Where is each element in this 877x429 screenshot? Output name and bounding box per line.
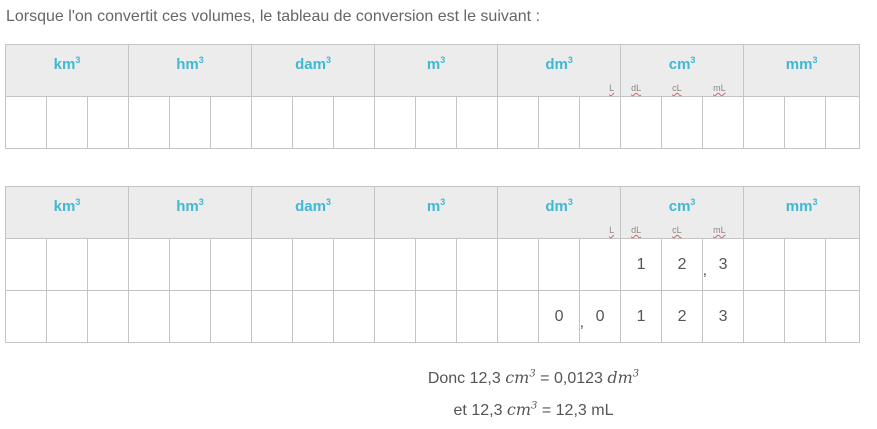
subunit-dl: dL	[631, 83, 642, 93]
result-line-1: Donc 12,3 cm3 = 0,0123 dm3	[427, 368, 640, 387]
unit-header-dam: dam3	[251, 186, 376, 239]
digit-cell: 2,	[661, 238, 707, 291]
unit-header-dm: dm3 L	[497, 44, 622, 97]
subunit-l: L	[609, 83, 615, 93]
digit-cell: 2	[661, 290, 704, 343]
conversion-table-empty: km3 hm3 dam3 m3 dm3 L cm3 dL cL mL mm3	[4, 44, 861, 149]
digit-cell: 0	[579, 290, 622, 343]
table-row: 0, 0 1 2 3	[5, 290, 861, 343]
table-row: 1 2, 3	[5, 238, 861, 291]
intro-text: Lorsque l'on convertit ces volumes, le t…	[6, 8, 541, 25]
table-row	[5, 96, 861, 149]
subunit-cl: cL	[672, 83, 682, 93]
unit-header-mm: mm3	[743, 44, 861, 97]
unit-header-km: km3	[4, 186, 130, 239]
digit-cell: 0,	[538, 290, 584, 343]
digit-cell: 3	[702, 290, 745, 343]
digit-cell: 3	[702, 238, 745, 291]
digit-cell: 1	[620, 290, 663, 343]
subunit-ml: mL	[713, 225, 726, 235]
unit-header-dm: dm3 L	[497, 186, 622, 239]
digit-cell: 1	[620, 238, 663, 291]
subunit-ml: mL	[713, 83, 726, 93]
result-line-2: et 12,3 cm3 = 12,3 mL	[453, 400, 614, 419]
unit-header-hm: hm3	[128, 44, 253, 97]
unit-header-cm: cm3 dL cL mL	[620, 186, 745, 239]
unit-header-dam: dam3	[251, 44, 376, 97]
unit-header-hm: hm3	[128, 186, 253, 239]
unit-header-m: m3	[374, 44, 499, 97]
unit-header-km: km3	[4, 44, 130, 97]
subunit-l: L	[609, 225, 615, 235]
unit-header-mm: mm3	[743, 186, 861, 239]
unit-header-cm: cm3 dL cL mL	[620, 44, 745, 97]
conversion-table-example: km3 hm3 dam3 m3 dm3 L cm3 dL cL mL mm3 1 2, …	[4, 186, 861, 343]
subunit-dl: dL	[631, 225, 642, 235]
subunit-cl: cL	[672, 225, 682, 235]
unit-header-m: m3	[374, 186, 499, 239]
